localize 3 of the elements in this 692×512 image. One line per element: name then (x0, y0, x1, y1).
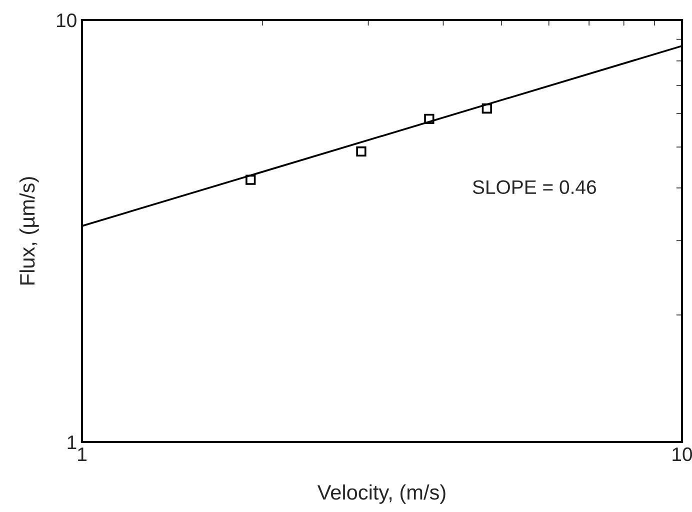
y-axis-title: Flux, (µm/s) (19, 177, 39, 284)
x-axis-title: Velocity, (m/s) (317, 484, 446, 504)
annotation: SLOPE = 0.46 (472, 180, 596, 194)
